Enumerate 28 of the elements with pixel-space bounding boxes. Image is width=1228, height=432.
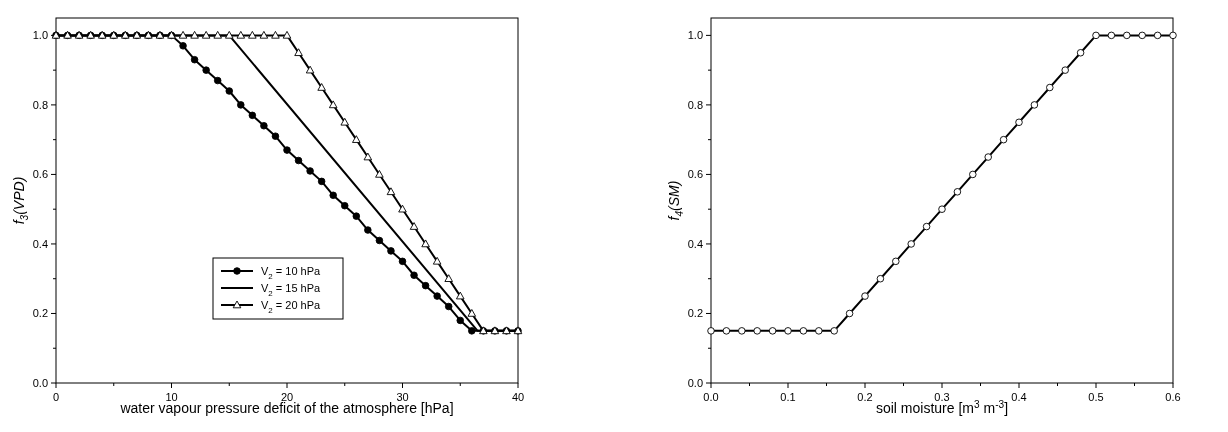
y-tick-label: 1.0	[32, 29, 48, 42]
x-tick-label: 0.6	[1165, 391, 1181, 403]
x-axis-title: water vapour pressure deficit of the atmosphere [hPa]	[119, 400, 454, 416]
legend-label: V$_{2}$ = 15 hPa	[261, 282, 322, 298]
y-tick-label: 0.4	[687, 237, 703, 250]
x-tick-label: 10	[165, 391, 178, 403]
x-tick-label: 0.1	[780, 391, 796, 403]
y-tick-label: 0.4	[32, 237, 48, 250]
y-tick-label: 0.8	[32, 98, 48, 111]
x-tick-label: 0.0	[703, 391, 719, 403]
x-tick-label: 0.2	[857, 391, 873, 403]
x-tick-label: 0	[52, 391, 60, 403]
y-tick-label: 0.0	[32, 377, 48, 389]
y-tick-label: 0.2	[687, 307, 703, 320]
x-tick-label: 40	[511, 391, 525, 403]
x-tick-label: 30	[396, 391, 409, 403]
legend-label: V$_{2}$ = 20 hPa	[261, 299, 322, 315]
y-tick-label: 0.6	[32, 168, 48, 181]
x-tick-label: 0.5	[1088, 391, 1104, 403]
legend-label: V$_{2}$ = 10 hPa	[261, 265, 322, 281]
y-tick-label: 0.6	[687, 168, 703, 181]
y-tick-label: 0.0	[687, 377, 703, 389]
x-tick-label: 20	[280, 391, 294, 403]
y-tick-label: 0.8	[687, 98, 703, 111]
y-tick-label: 0.2	[32, 307, 48, 320]
x-tick-label: 0.3	[934, 391, 950, 403]
x-tick-label: 0.4	[1011, 391, 1027, 403]
y-tick-label: 1.0	[687, 29, 703, 42]
